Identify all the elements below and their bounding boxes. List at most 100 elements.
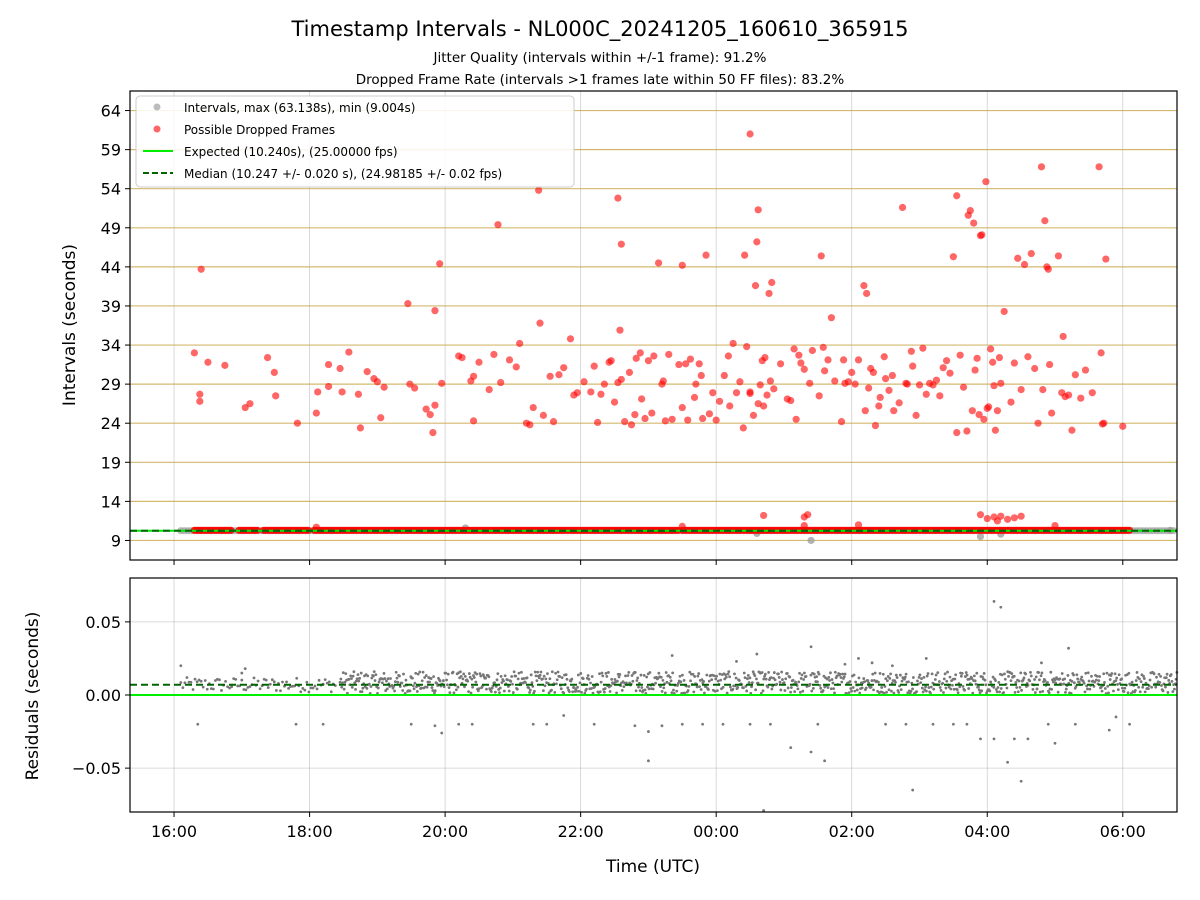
residual-point [553, 690, 557, 694]
dropped-frame-point [851, 380, 859, 388]
dropped-frame-point [529, 403, 537, 412]
dropped-frame-point [475, 358, 483, 366]
residual-point [622, 685, 626, 689]
dropped-frame-point [665, 350, 673, 359]
residual-point [418, 670, 422, 674]
dropped-frame-point [516, 339, 524, 348]
residual-point [788, 675, 792, 679]
residual-point [477, 687, 481, 691]
dropped-frame-point [617, 240, 625, 248]
dropped-frame-point [648, 409, 656, 417]
residual-point [1074, 685, 1078, 688]
residual-point [195, 680, 199, 684]
residual-point [484, 676, 488, 680]
dropped-frame-point [426, 411, 434, 419]
residual-point [617, 675, 621, 679]
dropped-frame-point [756, 381, 764, 389]
residual-point [1165, 672, 1169, 676]
residual-point [467, 690, 470, 694]
dropped-frame-point [1095, 163, 1103, 171]
residual-point [528, 688, 532, 692]
residual-point [693, 675, 697, 678]
residual-point [779, 688, 783, 692]
residual-point [1064, 690, 1067, 694]
residual-point [624, 674, 627, 678]
dropped-frame-point [854, 356, 863, 364]
residual-point [431, 689, 435, 692]
residual-point [1117, 673, 1121, 677]
residual-point [1014, 681, 1018, 684]
residual-point [870, 661, 874, 665]
residual-point [515, 687, 519, 691]
residual-point [809, 645, 813, 649]
residual-point [542, 674, 546, 678]
dropped-frame-point [768, 278, 776, 287]
residual-point [620, 689, 624, 692]
x-tick-label: 20:00 [422, 822, 468, 841]
residual-point [1063, 677, 1067, 681]
residual-point [560, 676, 564, 680]
residual-point [817, 672, 821, 676]
residual-point [218, 678, 221, 682]
residual-point [230, 685, 234, 689]
residual-point [838, 672, 842, 676]
residual-point [372, 674, 375, 678]
residual-point [203, 679, 207, 682]
chart-subtitle-dropped: Dropped Frame Rate (intervals >1 frames … [356, 72, 845, 88]
dropped-frame-point [638, 395, 646, 403]
residual-point [252, 676, 256, 680]
residual-point [670, 654, 674, 657]
residual-point [1037, 671, 1041, 674]
residual-point [266, 686, 270, 689]
residual-point [626, 674, 630, 677]
dropped-frame-point [743, 343, 751, 351]
residual-point [516, 677, 520, 681]
residual-point [258, 687, 262, 691]
residual-point [510, 675, 514, 678]
residual-point [536, 670, 540, 674]
residual-point [890, 689, 893, 693]
residual-point [424, 674, 428, 677]
residual-point [1103, 687, 1107, 690]
dropped-frame-point [485, 385, 493, 394]
residual-point [1058, 677, 1062, 681]
dropped-frame-point [729, 339, 737, 348]
dropped-frame-point [790, 345, 798, 353]
residual-point [725, 691, 729, 695]
residual-point [358, 676, 361, 680]
residual-point [651, 687, 655, 691]
residual-point [272, 680, 276, 684]
residual-point [303, 688, 307, 692]
dropped-frame-point [616, 326, 624, 334]
residual-point [796, 687, 800, 691]
residual-point [802, 678, 806, 681]
residual-point [548, 677, 552, 681]
residual-point [1116, 683, 1119, 686]
residual-point [640, 686, 644, 689]
residual-point [341, 671, 345, 675]
residual-point [1170, 680, 1174, 683]
residual-point [1019, 779, 1023, 783]
residual-point [211, 687, 215, 691]
dropped-frame-point [587, 388, 595, 396]
residual-point [818, 683, 822, 687]
dropped-frame-point [863, 289, 871, 298]
residual-point [683, 691, 687, 695]
dropped-frame-point [494, 221, 502, 229]
residual-point [670, 691, 674, 695]
residual-point [1010, 672, 1014, 676]
residual-point [220, 689, 223, 692]
dropped-frame-point [880, 353, 888, 361]
residual-point [533, 689, 536, 693]
residual-point [534, 674, 538, 678]
residual-point [737, 679, 741, 682]
residual-point [924, 657, 928, 660]
dropped-frame-point [991, 426, 999, 434]
dropped-frame-point [263, 353, 272, 362]
residual-point [915, 690, 919, 694]
dropped-frame-point [380, 383, 388, 391]
residual-point [648, 671, 652, 674]
dropped-frame-point [995, 353, 1004, 362]
dropped-frame-point [549, 418, 558, 426]
residual-point [633, 671, 637, 674]
